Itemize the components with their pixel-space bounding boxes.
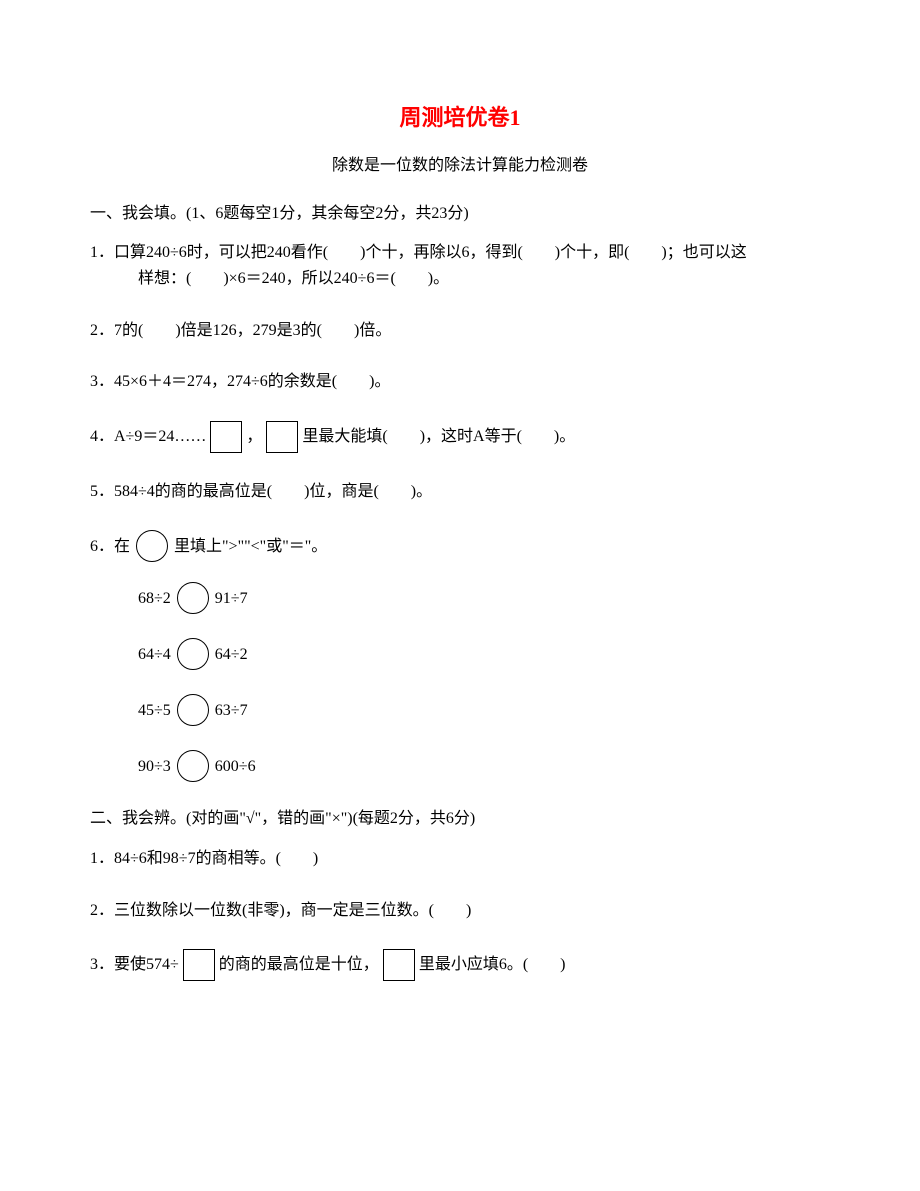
s1-q4-b: ， [246, 424, 262, 450]
s2-q3-b: 的商的最高位是十位， [219, 952, 379, 978]
box-icon [383, 949, 415, 981]
s1-q6-1: 68÷2 91÷7 [90, 582, 830, 614]
s1-q2: 2．7的( )倍是126，279是3的( )倍。 [90, 318, 830, 344]
s2-q3: 3．要使574÷ 的商的最高位是十位， 里最小应填6。( ) [90, 949, 830, 981]
box-icon [210, 421, 242, 453]
section-2-head: 二、我会辨。(对的画"√"，错的画"×")(每题2分，共6分) [90, 806, 830, 832]
s1-q1-line1: 1．口算240÷6时，可以把240看作( )个十，再除以6，得到( )个十，即(… [90, 240, 830, 266]
circle-icon [177, 750, 209, 782]
s1-q6-2a: 64÷4 [138, 642, 171, 668]
s1-q6-3: 45÷5 63÷7 [90, 694, 830, 726]
s2-q3-c: 里最小应填6。( ) [419, 952, 566, 978]
worksheet-title: 周测培优卷1 [90, 100, 830, 135]
s1-q6-1a: 68÷2 [138, 586, 171, 612]
s1-q1-line2: 样想：( )×6＝240，所以240÷6＝( )。 [90, 266, 830, 292]
s1-q5: 5．584÷4的商的最高位是( )位，商是( )。 [90, 479, 830, 505]
s1-q3: 3．45×6＋4＝274，274÷6的余数是( )。 [90, 369, 830, 395]
s1-q6-1b: 91÷7 [215, 586, 248, 612]
s1-q6-4: 90÷3 600÷6 [90, 750, 830, 782]
circle-icon [136, 530, 168, 562]
s2-q3-a: 3．要使574÷ [90, 952, 179, 978]
page: 周测培优卷1 除数是一位数的除法计算能力检测卷 一、我会填。(1、6题每空1分，… [0, 0, 920, 1067]
s1-q6-4b: 600÷6 [215, 754, 256, 780]
section-1-head: 一、我会填。(1、6题每空1分，其余每空2分，共23分) [90, 201, 830, 227]
s1-q4-c: 里最大能填( )，这时A等于( )。 [302, 424, 575, 450]
s1-q6-2b: 64÷2 [215, 642, 248, 668]
s1-q6-2: 64÷4 64÷2 [90, 638, 830, 670]
s1-q6-4a: 90÷3 [138, 754, 171, 780]
circle-icon [177, 638, 209, 670]
worksheet-subtitle: 除数是一位数的除法计算能力检测卷 [90, 153, 830, 179]
s1-q6-a: 6．在 [90, 534, 130, 560]
s1-q4-a: 4．A÷9＝24…… [90, 424, 206, 450]
s1-q4: 4．A÷9＝24…… ， 里最大能填( )，这时A等于( )。 [90, 421, 830, 453]
s2-q1: 1．84÷6和98÷7的商相等。( ) [90, 846, 830, 872]
s1-q1: 1．口算240÷6时，可以把240看作( )个十，再除以6，得到( )个十，即(… [90, 240, 830, 291]
s1-q6-head: 6．在 里填上">""<"或"＝"。 [90, 530, 830, 562]
box-icon [183, 949, 215, 981]
s1-q6-b: 里填上">""<"或"＝"。 [174, 534, 327, 560]
s1-q6-3a: 45÷5 [138, 698, 171, 724]
circle-icon [177, 582, 209, 614]
s1-q6-3b: 63÷7 [215, 698, 248, 724]
box-icon [266, 421, 298, 453]
circle-icon [177, 694, 209, 726]
s2-q2: 2．三位数除以一位数(非零)，商一定是三位数。( ) [90, 898, 830, 924]
